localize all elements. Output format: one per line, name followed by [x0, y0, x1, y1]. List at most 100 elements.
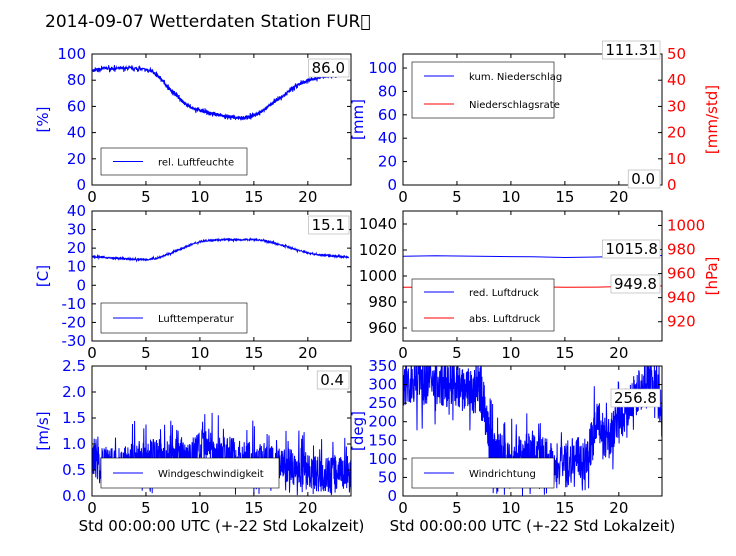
- series-line-1: [92, 64, 350, 121]
- axes-frame: [91, 210, 352, 342]
- x-tick-label: 0: [398, 499, 408, 517]
- y-tick-label: -10: [62, 295, 87, 313]
- legend-label: abs. Luftdruck: [469, 314, 540, 325]
- value-box: [316, 370, 350, 390]
- value-box: [308, 58, 350, 78]
- x-tick-label: 0: [398, 188, 408, 206]
- x-axis-label: Std 00:00:00 UTC (+-22 Std Lokalzeit): [390, 517, 676, 535]
- value-label: 111.31: [605, 41, 658, 59]
- x-tick-label: 20: [298, 188, 317, 206]
- y2-tick-label: 10: [667, 150, 686, 168]
- value-box: [610, 274, 661, 294]
- x-tick-label: 15: [244, 499, 263, 517]
- axes-frame: [402, 53, 663, 186]
- chart-panel-1: 0 5 10 15 20 0 20 40 60 80 100 [%] rel. Luftfeuchte 8…: [34, 45, 352, 206]
- y-axis-label: [m/s]: [34, 411, 52, 450]
- y-tick-label: 20: [67, 239, 86, 257]
- x-tick-label: 20: [609, 344, 628, 362]
- y-tick-label: 150: [368, 431, 397, 449]
- y-tick-label: 30: [67, 221, 86, 239]
- y-tick-label: 0: [387, 176, 397, 194]
- y-tick-label: 100: [368, 450, 397, 468]
- x-tick-label: 15: [244, 188, 263, 206]
- legend-box: [411, 61, 555, 119]
- y-tick-label: 20: [67, 150, 86, 168]
- y-tick-label: 0.0: [62, 487, 86, 505]
- y-tick-label: 40: [378, 129, 397, 147]
- x-tick-label: 0: [87, 499, 97, 517]
- x-tick-label: 15: [244, 344, 263, 362]
- y-tick-label: 50: [378, 468, 397, 486]
- axes-frame: [402, 365, 663, 497]
- x-tick-label: 15: [555, 188, 574, 206]
- y-tick-label: 1020: [359, 241, 397, 259]
- y-tick-label: 1000: [359, 267, 397, 285]
- legend-label: Windrichtung: [469, 469, 536, 480]
- legend-label: rel. Luftfeuchte: [158, 158, 234, 169]
- y-tick-label: 0: [387, 487, 397, 505]
- value-label: 256.8: [614, 389, 657, 407]
- y2-tick-label: 0: [667, 176, 677, 194]
- x-tick-label: 10: [501, 344, 520, 362]
- y2-tick-label: 980: [667, 241, 696, 259]
- value-label: 0.4: [320, 371, 344, 389]
- x-tick-label: 20: [298, 499, 317, 517]
- y-tick-label: 100: [57, 45, 86, 63]
- y-axis-label: [mm]: [349, 99, 367, 140]
- x-tick-label: 20: [298, 344, 317, 362]
- y-tick-label: 0.5: [62, 461, 86, 479]
- x-tick-label: 15: [555, 344, 574, 362]
- x-axis-label: Std 00:00:00 UTC (+-22 Std Lokalzeit): [79, 517, 365, 535]
- y-tick-label: 2.5: [62, 357, 86, 375]
- y2-tick-label: 20: [667, 124, 686, 142]
- y2-axis-label: [mm/std]: [703, 85, 721, 154]
- x-tick-label: 5: [452, 188, 462, 206]
- value-box: [627, 169, 661, 189]
- x-tick-label: 5: [141, 499, 151, 517]
- chart-panel-5: 0 5 10 15 20 0.0 0.5 1.0 1.5 2.0 2.5 [m/s] Windgesch…: [34, 357, 352, 517]
- value-label: 1015.8: [605, 240, 658, 258]
- x-tick-label: 10: [501, 188, 520, 206]
- y2-tick-label: 920: [667, 313, 696, 331]
- value-box: [602, 40, 661, 60]
- y2-tick-label: 1000: [667, 216, 705, 234]
- y2-tick-label: 40: [667, 71, 686, 89]
- y-tick-label: 300: [368, 376, 397, 394]
- y-tick-label: 1.5: [62, 409, 86, 427]
- y-axis-label: [C]: [34, 265, 52, 287]
- chart-panel-4: 0 5 10 15 20 960 980 1000 1020 1040 920 940 960 980 10…: [359, 210, 721, 362]
- y-tick-label: -30: [62, 332, 87, 350]
- y-tick-label: 80: [67, 71, 86, 89]
- y-tick-label: 100: [368, 59, 397, 77]
- y-tick-label: 1.0: [62, 435, 86, 453]
- x-tick-label: 5: [452, 344, 462, 362]
- y-tick-label: 2.0: [62, 383, 86, 401]
- x-tick-label: 20: [609, 188, 628, 206]
- y-tick-label: 80: [378, 82, 397, 100]
- y-tick-label: 40: [67, 124, 86, 142]
- y-tick-label: 1040: [359, 215, 397, 233]
- y2-axis-label: [hPa]: [703, 257, 721, 296]
- chart-panel-3: 0 5 10 15 20-30-20-10010203040[C]Lufttempera…: [34, 202, 352, 362]
- x-tick-label: 5: [141, 188, 151, 206]
- y-tick-label: 60: [378, 106, 397, 124]
- value-box: [610, 388, 661, 408]
- x-tick-label: 0: [87, 344, 97, 362]
- legend-box: [411, 278, 555, 332]
- legend-label: red. Luftdruck: [469, 288, 539, 299]
- legend-label: kum. Niederschlag: [469, 72, 562, 83]
- legend-label: Windgeschwindigkeit: [158, 469, 264, 480]
- x-tick-label: 5: [141, 344, 151, 362]
- y2-tick-label: 50: [667, 45, 686, 63]
- y2-tick-label: 960: [667, 265, 696, 283]
- axes-frame: [91, 53, 352, 186]
- y-tick-label: 20: [378, 153, 397, 171]
- value-box: [308, 215, 350, 235]
- value-label: 86.0: [312, 59, 345, 77]
- y-tick-label: 0: [76, 276, 86, 294]
- y-tick-label: 350: [368, 357, 397, 375]
- y-tick-label: 10: [67, 258, 86, 276]
- figure-title: 2014-09-07 Wetterdaten Station FUR : [45, 12, 371, 32]
